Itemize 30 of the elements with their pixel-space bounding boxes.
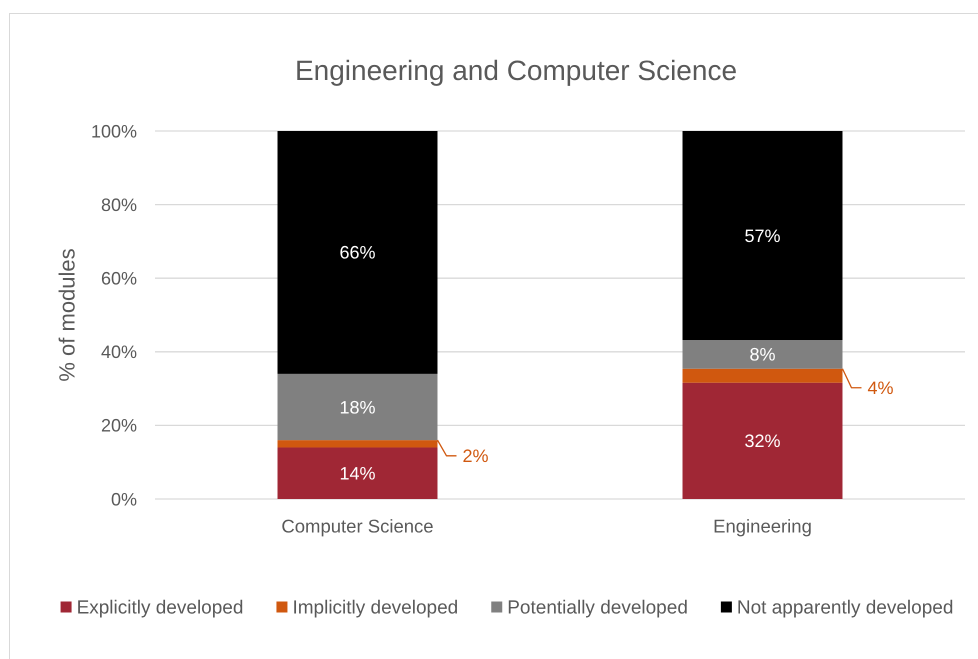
- data-label: 2%: [462, 446, 489, 466]
- data-label: 18%: [339, 397, 376, 418]
- data-label: 14%: [339, 464, 376, 484]
- data-label: 66%: [339, 242, 376, 263]
- y-tick-label: 40%: [100, 342, 137, 362]
- bar: [682, 382, 842, 499]
- legend-label: Implicitly developed: [292, 598, 458, 619]
- legend-label: Not apparently developed: [736, 598, 954, 619]
- bar: [682, 368, 842, 383]
- chart-title: Engineering and Computer Science: [294, 54, 738, 86]
- legend-label: Explicitly developed: [76, 598, 244, 619]
- data-label: 4%: [867, 378, 894, 398]
- y-axis-title: % of modules: [54, 248, 80, 382]
- bar: [278, 447, 438, 499]
- y-tick-label: 0%: [110, 489, 137, 510]
- legend-label: Potentially developed: [507, 598, 688, 619]
- y-tick-label: 80%: [100, 194, 137, 215]
- data-label: 8%: [749, 344, 776, 365]
- y-tick-label: 100%: [90, 121, 137, 142]
- data-label: 32%: [744, 431, 781, 452]
- bar: [278, 374, 438, 440]
- y-tick-label: 20%: [100, 416, 137, 436]
- bar: [278, 440, 438, 448]
- x-tick-label: Engineering: [713, 515, 812, 536]
- bar: [278, 131, 438, 374]
- x-tick-label: Computer Science: [281, 515, 434, 536]
- bar: [682, 131, 842, 340]
- data-label: 57%: [744, 226, 781, 246]
- bar: [682, 340, 842, 369]
- y-tick-label: 60%: [100, 268, 137, 288]
